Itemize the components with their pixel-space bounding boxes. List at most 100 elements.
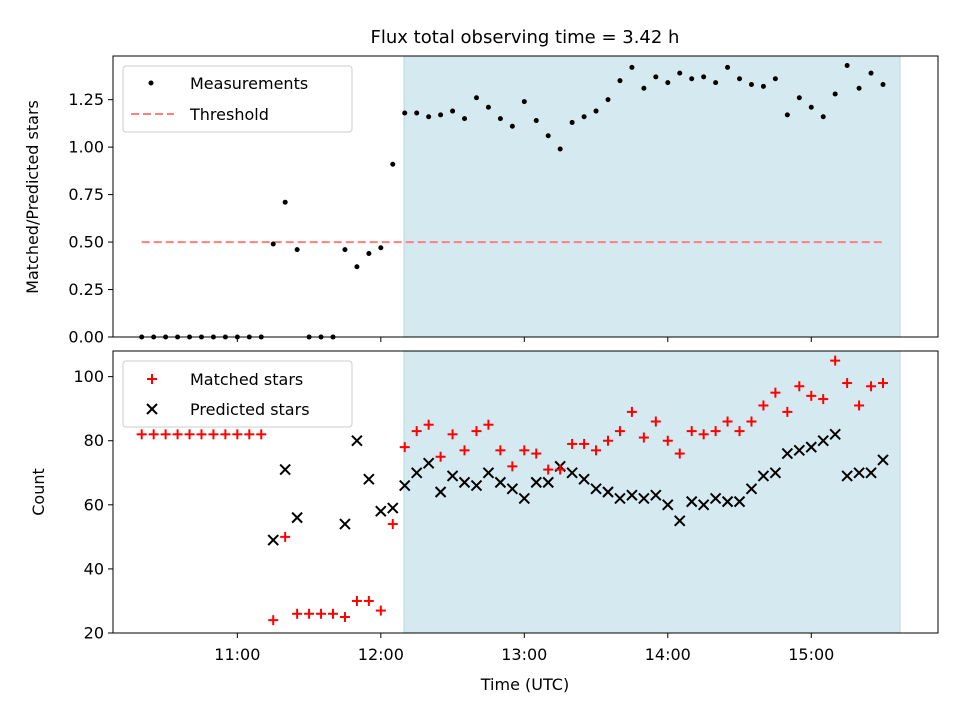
bottom-y-tick-label: 60 <box>84 495 104 514</box>
measurement-point <box>545 133 551 139</box>
matched-point <box>136 429 147 440</box>
bottom-legend-box <box>122 360 353 428</box>
matched-point <box>650 416 661 427</box>
matched-point <box>220 429 231 440</box>
top-x-axis <box>236 337 812 342</box>
top-y-tick-label: 0.50 <box>68 233 104 252</box>
measurement-point <box>605 97 611 103</box>
bottom-y-tick-label: 20 <box>84 624 104 643</box>
bottom-y-tick-label: 100 <box>73 367 104 386</box>
predicted-point <box>494 476 507 489</box>
predicted-point <box>697 499 710 511</box>
measurement-point <box>784 112 790 118</box>
predicted-point <box>410 467 423 479</box>
matched-point <box>674 448 685 459</box>
matched-point <box>662 435 673 446</box>
bottom-x-tick-label: 11:00 <box>214 645 260 664</box>
top-y-tick-label: 0.00 <box>68 328 104 347</box>
predicted-point <box>853 467 865 479</box>
bottom-x-tick-label: 15:00 <box>788 645 834 664</box>
measurement-point <box>832 91 838 97</box>
measurement-point <box>593 108 599 114</box>
measurement-point <box>342 247 348 253</box>
matched-point <box>806 390 817 401</box>
top-legend-box <box>122 65 353 133</box>
matched-point <box>519 445 530 456</box>
legend-label-matched: Matched stars <box>190 370 303 389</box>
predicted-point <box>291 511 303 524</box>
bottom-y-axis: 20 40 60 80 100 <box>73 367 113 643</box>
top-shaded-region <box>404 56 900 337</box>
predicted-point <box>422 457 435 469</box>
measurement-point <box>497 116 503 122</box>
predicted-point <box>542 476 554 489</box>
matched-point <box>459 445 470 456</box>
measurement-point <box>796 95 802 101</box>
bottom-x-axis: 11:00 12:00 13:00 14:00 15:00 <box>214 633 834 664</box>
measurement-point <box>450 108 456 114</box>
top-y-tick-label: 1.25 <box>68 90 104 109</box>
bottom-y-tick-label: 80 <box>84 431 104 450</box>
matched-point <box>603 435 613 446</box>
matched-point <box>495 445 506 456</box>
matched-point <box>208 429 219 440</box>
measurement-point <box>294 247 300 253</box>
top-y-axis: 0.00 0.25 0.50 0.75 1.00 1.25 <box>68 90 113 347</box>
matched-point <box>196 429 207 440</box>
legend-marker-predicted <box>146 403 158 415</box>
predicted-point <box>721 495 734 508</box>
matched-point <box>268 615 279 626</box>
measurement-point <box>509 123 515 129</box>
top-y-tick-label: 0.75 <box>68 185 104 204</box>
matched-point <box>567 438 578 449</box>
top-y-tick-label: 0.25 <box>68 280 104 299</box>
measurement-point <box>665 80 671 86</box>
predicted-point <box>399 479 411 492</box>
top-y-tick-label: 1.00 <box>68 138 104 157</box>
predicted-point <box>279 463 291 476</box>
matched-point <box>555 464 566 475</box>
top-y-axis-label: Matched/Predicted stars <box>23 100 42 294</box>
predicted-point <box>685 495 698 508</box>
measurement-point <box>426 114 432 120</box>
top-axes-frame <box>112 55 939 338</box>
matched-point <box>351 595 362 606</box>
matched-point <box>531 448 542 459</box>
matched-point <box>842 378 853 389</box>
predicted-point <box>375 505 387 517</box>
bottom-panel: 20 40 60 80 100 11:00 12:00 13:00 14:00 15:00 Co… <box>29 350 939 694</box>
matched-point <box>579 438 590 449</box>
predicted-point <box>267 534 279 546</box>
matched-point <box>854 400 865 411</box>
measurement-point <box>485 104 491 110</box>
predicted-point <box>650 489 662 501</box>
matched-point <box>363 595 374 606</box>
matched-point <box>734 426 745 437</box>
measurement-point <box>772 76 778 82</box>
predicted-point <box>590 483 602 495</box>
predicted-point <box>458 476 471 489</box>
matched-point <box>316 608 327 619</box>
measurement-point <box>581 114 587 120</box>
measurement-point <box>366 250 372 256</box>
predicted-point <box>781 447 794 460</box>
measurement-point <box>808 104 814 110</box>
predicted-point <box>470 479 483 492</box>
predicted-point <box>578 473 590 485</box>
matched-point <box>387 519 398 530</box>
matched-point <box>160 429 171 440</box>
predicted-point <box>865 467 877 479</box>
matched-point <box>507 461 518 472</box>
matched-point <box>328 608 338 619</box>
bottom-x-tick-label: 13:00 <box>501 645 547 664</box>
matched-point <box>232 429 243 440</box>
matched-point <box>866 381 877 392</box>
matched-point <box>782 406 793 417</box>
measurement-point <box>282 199 288 205</box>
matched-point <box>148 429 159 440</box>
matched-point <box>483 419 494 430</box>
measurement-point <box>629 64 635 70</box>
predicted-point <box>446 470 459 482</box>
predicted-point <box>351 435 363 447</box>
